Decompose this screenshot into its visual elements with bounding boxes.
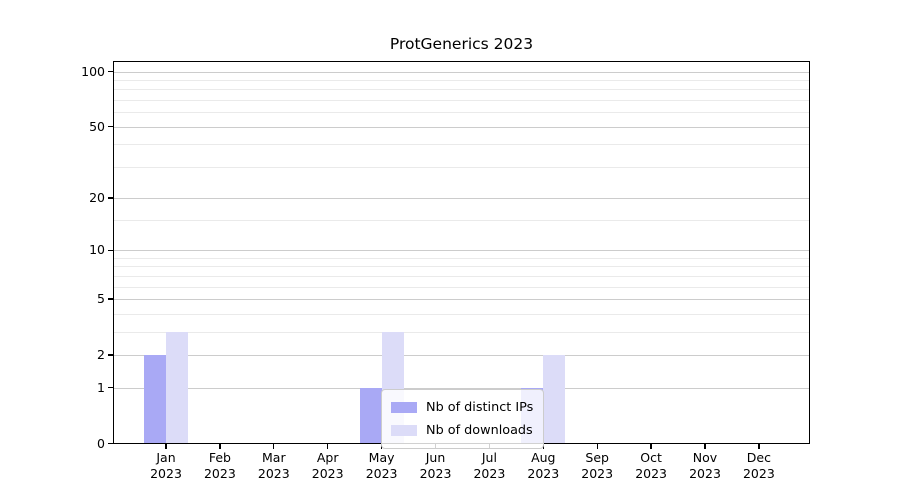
major-gridline bbox=[113, 354, 810, 356]
minor-gridline bbox=[113, 266, 810, 268]
minor-gridline bbox=[113, 257, 810, 259]
y-tick-label: 100 bbox=[81, 63, 105, 79]
minor-gridline bbox=[113, 220, 810, 222]
x-tick-month: Oct bbox=[640, 450, 662, 465]
x-tick-label: Jan 2023 bbox=[136, 450, 196, 481]
x-tick-label: Jul 2023 bbox=[459, 450, 519, 481]
x-tick-label: Sep 2023 bbox=[567, 450, 627, 481]
legend: Nb of distinct IPs Nb of downloads bbox=[381, 389, 545, 449]
major-gridline bbox=[113, 71, 810, 73]
x-tick-mark bbox=[596, 443, 598, 449]
major-gridline bbox=[113, 126, 810, 128]
y-tick-label: 0 bbox=[97, 435, 105, 451]
x-tick-label: Oct 2023 bbox=[621, 450, 681, 481]
x-tick-year: 2023 bbox=[203, 465, 236, 481]
chart-title: ProtGenerics 2023 bbox=[389, 35, 534, 53]
minor-gridline bbox=[113, 286, 810, 288]
x-tick-year: 2023 bbox=[311, 465, 344, 481]
x-tick-year: 2023 bbox=[365, 465, 398, 481]
x-tick-mark bbox=[219, 443, 221, 449]
y-tick-label: 5 bbox=[97, 291, 105, 307]
y-tick-mark bbox=[108, 70, 113, 73]
plot-area bbox=[113, 61, 810, 444]
y-tick-mark bbox=[108, 125, 113, 128]
x-tick-label: Apr 2023 bbox=[298, 450, 358, 481]
legend-item: Nb of distinct IPs bbox=[391, 396, 533, 419]
minor-gridline bbox=[113, 144, 810, 146]
y-tick-label: 2 bbox=[97, 346, 105, 362]
y-tick-mark bbox=[108, 249, 113, 251]
x-tick-month: Jan bbox=[156, 450, 176, 465]
x-tick-mark bbox=[650, 443, 652, 449]
x-tick-month: Nov bbox=[692, 450, 718, 465]
bar-distinct-ips-jan bbox=[144, 354, 166, 444]
bar-downloads-aug bbox=[543, 354, 566, 444]
x-tick-year: 2023 bbox=[635, 465, 667, 481]
y-tick-mark bbox=[108, 298, 113, 300]
x-tick-mark bbox=[327, 443, 329, 449]
minor-gridline bbox=[113, 99, 810, 101]
x-tick-label: Jun 2023 bbox=[406, 450, 466, 481]
x-tick-month: Jun bbox=[425, 450, 446, 465]
legend-label: Nb of downloads bbox=[426, 423, 533, 438]
x-tick-label: Feb 2023 bbox=[190, 450, 250, 481]
x-tick-year: 2023 bbox=[473, 465, 506, 481]
x-tick-month: Apr bbox=[316, 450, 339, 465]
x-tick-label: Aug 2023 bbox=[513, 450, 573, 481]
x-tick-label: Mar 2023 bbox=[244, 450, 304, 481]
x-tick-month: Sep bbox=[585, 450, 609, 465]
bar-downloads-jan bbox=[166, 331, 188, 444]
minor-gridline bbox=[113, 79, 810, 81]
y-tick-mark bbox=[108, 197, 113, 199]
y-tick-label: 10 bbox=[89, 242, 105, 258]
x-tick-month: Feb bbox=[208, 450, 231, 465]
x-tick-mark bbox=[165, 443, 167, 449]
x-tick-year: 2023 bbox=[581, 465, 614, 481]
minor-gridline bbox=[113, 166, 810, 168]
x-tick-mark bbox=[273, 443, 275, 449]
x-tick-mark bbox=[758, 443, 760, 449]
x-tick-year: 2023 bbox=[150, 465, 182, 481]
x-tick-year: 2023 bbox=[257, 465, 290, 481]
y-tick-mark bbox=[108, 442, 113, 445]
y-tick-label: 20 bbox=[89, 190, 105, 206]
legend-swatch-distinct-ips bbox=[391, 402, 417, 413]
x-tick-month: Jul bbox=[481, 450, 497, 465]
x-tick-year: 2023 bbox=[742, 465, 775, 481]
minor-gridline bbox=[113, 313, 810, 315]
y-tick-label: 50 bbox=[89, 118, 105, 134]
x-tick-month: Aug bbox=[531, 450, 556, 465]
y-tick-mark bbox=[108, 354, 113, 356]
major-gridline bbox=[113, 198, 810, 200]
minor-gridline bbox=[113, 275, 810, 277]
x-tick-mark bbox=[704, 443, 706, 449]
minor-gridline bbox=[113, 89, 810, 91]
legend-label: Nb of distinct IPs bbox=[426, 400, 534, 415]
y-tick-mark bbox=[108, 386, 113, 389]
x-tick-label: Dec 2023 bbox=[729, 450, 789, 481]
x-tick-month: Dec bbox=[746, 450, 771, 465]
legend-item: Nb of downloads bbox=[391, 419, 533, 442]
legend-swatch-downloads bbox=[391, 425, 417, 436]
x-tick-month: May bbox=[368, 450, 395, 465]
x-tick-month: Mar bbox=[262, 450, 286, 465]
x-tick-year: 2023 bbox=[527, 465, 560, 481]
x-tick-year: 2023 bbox=[689, 465, 721, 481]
major-gridline bbox=[113, 387, 810, 389]
major-gridline bbox=[113, 250, 810, 252]
y-tick-label: 1 bbox=[97, 379, 105, 395]
minor-gridline bbox=[113, 112, 810, 114]
x-tick-label: Nov 2023 bbox=[675, 450, 735, 481]
x-tick-label: May 2023 bbox=[352, 450, 412, 481]
major-gridline bbox=[113, 299, 810, 301]
bar-distinct-ips-may bbox=[359, 387, 382, 444]
minor-gridline bbox=[113, 331, 810, 333]
x-tick-year: 2023 bbox=[419, 465, 452, 481]
